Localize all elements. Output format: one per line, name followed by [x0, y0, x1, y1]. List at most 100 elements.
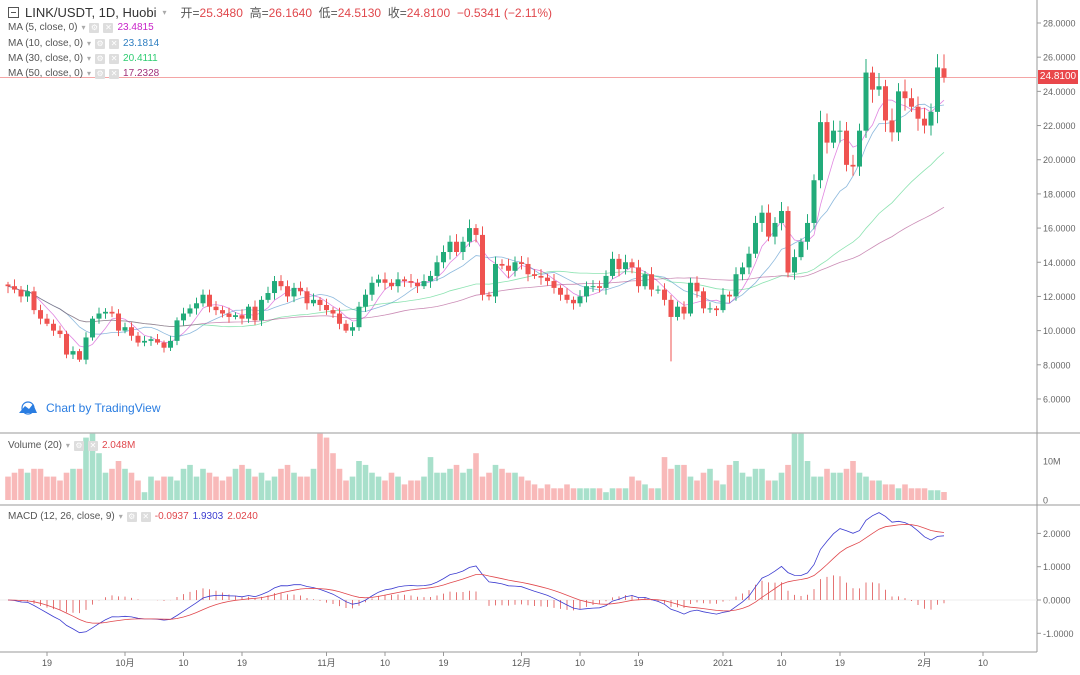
chevron-down-icon[interactable]: ▾: [87, 39, 92, 48]
close-icon[interactable]: ✕: [87, 440, 98, 451]
volume-bar: [648, 488, 655, 500]
candle-body: [57, 330, 63, 335]
tradingview-watermark[interactable]: Chart by TradingView: [18, 401, 161, 415]
candle-body: [356, 306, 362, 328]
volume-bar: [564, 484, 570, 500]
candle-body: [18, 289, 24, 297]
ma-value: 23.1814: [123, 38, 160, 49]
settings-icon[interactable]: ⚙: [126, 511, 137, 522]
chevron-down-icon[interactable]: ▾: [87, 54, 92, 63]
settings-icon[interactable]: ⚙: [73, 440, 84, 451]
close-icon[interactable]: ✕: [109, 38, 120, 49]
chevron-down-icon[interactable]: ▾: [81, 23, 86, 32]
candle-body: [772, 222, 778, 237]
symbol-title[interactable]: LINK/USDT, 1D, Huobi: [25, 5, 157, 20]
price-tick-label: 12.0000: [1043, 292, 1076, 302]
ma-label[interactable]: MA (5, close, 0): [8, 22, 78, 33]
candle-body: [454, 241, 459, 253]
ma-value: 20.4111: [123, 53, 158, 64]
volume-label[interactable]: Volume (20): [8, 440, 62, 451]
volume-bar: [304, 476, 310, 500]
volume-tick-label: 10M: [1043, 457, 1061, 467]
candle-body: [896, 91, 901, 133]
candle-body: [135, 335, 141, 343]
candle-body: [473, 228, 479, 235]
settings-icon[interactable]: ⚙: [95, 38, 106, 49]
volume-bar: [161, 476, 167, 500]
volume-bar: [356, 461, 362, 500]
candle-body: [636, 267, 641, 287]
collapse-icon[interactable]: [8, 7, 19, 18]
ma-label[interactable]: MA (50, close, 0): [8, 68, 84, 79]
candle-body: [623, 262, 628, 270]
macd-label[interactable]: MACD (12, 26, close, 9): [8, 511, 115, 522]
candle-body: [798, 241, 804, 258]
ma-label[interactable]: MA (10, close, 0): [8, 38, 84, 49]
candle-body: [759, 212, 765, 223]
chevron-down-icon[interactable]: ▾: [118, 512, 123, 521]
candle-body: [25, 291, 30, 297]
candle-body: [174, 320, 180, 341]
chevron-down-icon[interactable]: ▾: [87, 69, 92, 78]
chevron-down-icon[interactable]: ▾: [162, 8, 167, 17]
ma-value: 23.4815: [117, 22, 154, 33]
volume-bar: [31, 468, 37, 500]
volume-bar: [830, 472, 837, 500]
chevron-down-icon[interactable]: ▾: [65, 441, 70, 450]
volume-bar: [512, 472, 518, 500]
settings-icon[interactable]: ⚙: [95, 53, 106, 64]
ma-label[interactable]: MA (30, close, 0): [8, 53, 84, 64]
volume-bar: [258, 472, 265, 500]
volume-bar: [460, 472, 466, 500]
candle-body: [389, 282, 394, 287]
close-icon[interactable]: ✕: [109, 53, 120, 64]
volume-bar: [622, 488, 629, 500]
candle-body: [31, 291, 37, 311]
candle-body: [376, 279, 381, 283]
candle-body: [857, 130, 862, 167]
time-tick-label: 2021: [713, 658, 733, 668]
candle-body: [38, 310, 43, 319]
candle-body: [558, 287, 563, 295]
volume-bar: [284, 464, 291, 500]
close-icon[interactable]: ✕: [140, 511, 151, 522]
volume-bar: [395, 476, 401, 500]
candle-body: [402, 279, 407, 282]
change-value: −0.5341 (−2.11%): [456, 6, 553, 20]
candle-body: [525, 263, 531, 275]
time-tick-label: 2月: [917, 658, 931, 668]
candle-body: [922, 118, 927, 126]
low-label: 低=: [318, 6, 338, 20]
volume-bar: [557, 488, 564, 500]
volume-bar: [674, 464, 681, 500]
candle-body: [831, 130, 836, 143]
volume-bar: [759, 468, 765, 500]
candle-body: [142, 340, 147, 343]
volume-bar: [752, 468, 759, 500]
candle-body: [883, 86, 888, 121]
candle-body: [200, 294, 206, 304]
volume-bar: [375, 476, 382, 500]
close-icon[interactable]: ✕: [109, 68, 120, 79]
open-label: 开=: [180, 6, 200, 20]
candle-body: [493, 263, 498, 297]
settings-icon[interactable]: ⚙: [89, 22, 100, 33]
volume-bar: [297, 476, 304, 500]
candle-body: [863, 72, 869, 131]
candle-body: [213, 306, 219, 311]
candle-body: [447, 241, 453, 253]
time-tick-label: 19: [633, 658, 643, 668]
candle-body: [688, 282, 693, 314]
macd-tick-label: 0.0000: [1043, 596, 1071, 606]
candle-body: [207, 294, 212, 307]
candle-body: [415, 282, 420, 287]
close-icon[interactable]: ✕: [103, 22, 114, 33]
volume-bar: [746, 476, 752, 500]
ohlc-readout: 开=25.3480 高=26.1640 低=24.5130 收=24.8100 …: [181, 4, 553, 21]
volume-bar: [167, 476, 174, 500]
settings-icon[interactable]: ⚙: [95, 68, 106, 79]
candle-body: [90, 318, 95, 338]
volume-bar: [128, 472, 135, 500]
candle-body: [96, 313, 102, 319]
